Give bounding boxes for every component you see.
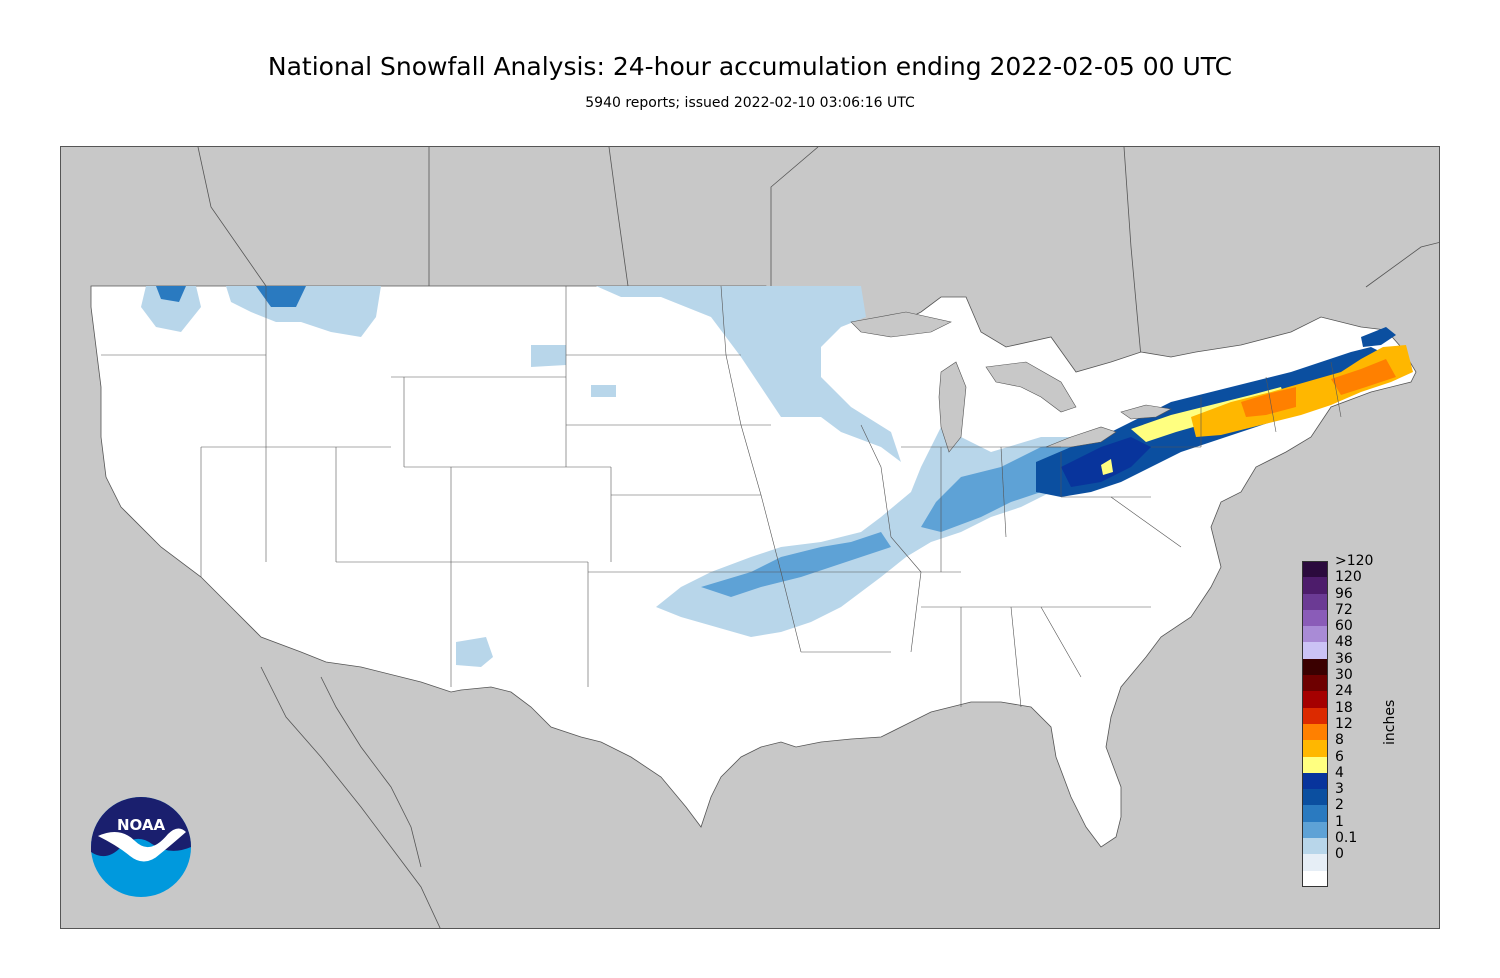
colorbar-swatch	[1302, 723, 1328, 741]
colorbar-label: 18	[1335, 699, 1353, 716]
state-borders	[101, 285, 1342, 708]
map-subtitle: 5940 reports; issued 2022-02-10 03:06:16…	[585, 95, 915, 111]
map-title: National Snowfall Analysis: 24-hour accu…	[267, 52, 1233, 81]
colorbar-swatch	[1302, 626, 1328, 643]
map-canvas	[61, 147, 1439, 928]
colorbar-unit: inches	[1382, 699, 1398, 745]
colorbar-swatch	[1302, 561, 1328, 578]
colorbar-label: 96	[1335, 585, 1353, 602]
colorbar-label: 6	[1335, 748, 1344, 765]
colorbar-swatch	[1302, 658, 1328, 676]
colorbar-label: 4	[1335, 764, 1344, 781]
colorbar-swatch	[1302, 821, 1328, 839]
colorbar-label: 8	[1335, 732, 1344, 749]
colorbar-swatch	[1302, 691, 1328, 708]
colorbar-label: 1	[1335, 813, 1344, 830]
colorbar-label: 0	[1335, 846, 1344, 863]
colorbar-swatch	[1302, 772, 1328, 790]
colorbar-label: 48	[1335, 634, 1353, 651]
great-lakes	[850, 311, 1172, 453]
colorbar-swatch	[1302, 870, 1328, 887]
colorbar-swatch	[1302, 577, 1328, 594]
colorbar	[1302, 561, 1328, 887]
colorbar-labels: >120 120 96 72 60 48 36 30 24 18 12 8 6 4 3 2 1 0.1 0	[1335, 553, 1373, 863]
colorbar-label: 120	[1335, 569, 1362, 586]
colorbar-label: 12	[1335, 715, 1353, 732]
snowfall-map	[60, 146, 1440, 929]
colorbar-label: 60	[1335, 618, 1353, 635]
colorbar-label: >120	[1335, 553, 1374, 569]
colorbar-swatch	[1302, 675, 1328, 692]
colorbar-label: 0.1	[1335, 830, 1358, 847]
colorbar-label: 3	[1335, 781, 1344, 798]
colorbar-label: 24	[1335, 683, 1353, 700]
colorbar-swatch	[1302, 854, 1328, 871]
colorbar-swatch	[1302, 789, 1328, 806]
colorbar-swatch	[1302, 756, 1328, 773]
colorbar-swatch	[1302, 593, 1328, 610]
colorbar-swatch	[1302, 838, 1328, 855]
colorbar-swatch	[1302, 805, 1328, 822]
colorbar-label: 72	[1335, 601, 1353, 618]
snowfall-shading	[141, 286, 1413, 667]
colorbar-swatch	[1302, 740, 1328, 757]
noaa-logo-icon: NOAA	[90, 796, 192, 898]
noaa-logo-text: NOAA	[117, 816, 166, 834]
mexico-coast	[260, 666, 441, 928]
canada-borders	[197, 147, 1439, 358]
colorbar-swatch	[1302, 642, 1328, 659]
colorbar-label: 30	[1335, 667, 1353, 684]
colorbar-label: 2	[1335, 797, 1344, 814]
colorbar-swatch	[1302, 707, 1328, 724]
colorbar-label: 36	[1335, 650, 1353, 667]
colorbar-swatch	[1302, 609, 1328, 627]
